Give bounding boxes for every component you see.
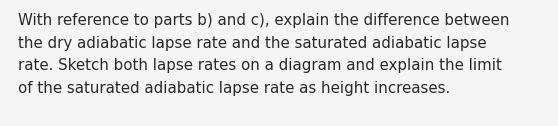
Text: rate. Sketch both lapse rates on a diagram and explain the limit: rate. Sketch both lapse rates on a diagr… bbox=[18, 58, 502, 73]
Text: the dry adiabatic lapse rate and the saturated adiabatic lapse: the dry adiabatic lapse rate and the sat… bbox=[18, 36, 487, 51]
Text: With reference to parts b) and c), explain the difference between: With reference to parts b) and c), expla… bbox=[18, 13, 509, 28]
Text: of the saturated adiabatic lapse rate as height increases.: of the saturated adiabatic lapse rate as… bbox=[18, 81, 450, 96]
